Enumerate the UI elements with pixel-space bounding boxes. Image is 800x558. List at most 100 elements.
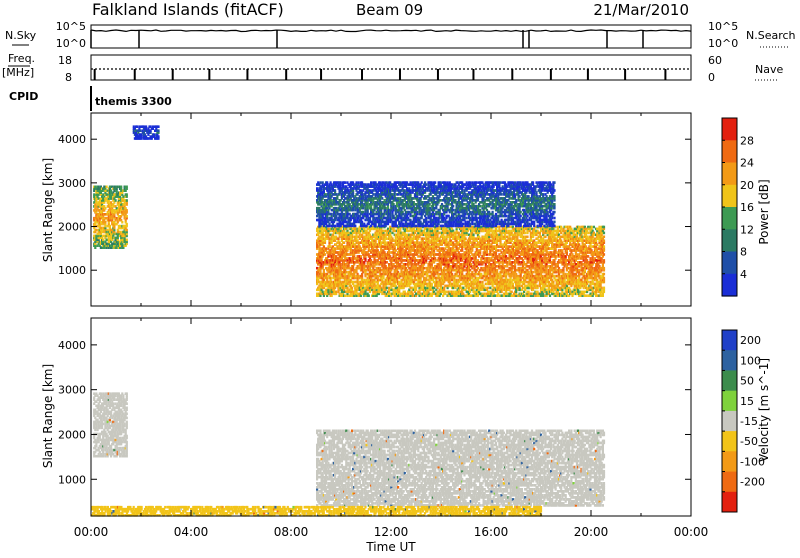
freq-trace bbox=[91, 69, 691, 80]
nave-tick-top: 60 bbox=[708, 54, 722, 67]
power-echo-cell bbox=[386, 261, 388, 264]
freq-panel bbox=[91, 55, 691, 80]
plot-title-site: Falkland Islands (fitACF) bbox=[92, 0, 284, 19]
freq-label: Freq. bbox=[8, 52, 35, 65]
power-echo-cell bbox=[469, 269, 471, 272]
power-echo-cell bbox=[495, 261, 497, 264]
power-echo-cell bbox=[386, 287, 388, 290]
power-echo-cell bbox=[346, 287, 348, 290]
power-echo-cell bbox=[471, 271, 473, 274]
power-echo-cell bbox=[498, 294, 500, 297]
power-echo-cell bbox=[157, 129, 159, 132]
power-echo-cell bbox=[483, 285, 485, 288]
power-echo-cell bbox=[348, 232, 350, 235]
power-echo-cell bbox=[412, 293, 414, 296]
power-echo-cell bbox=[382, 230, 384, 233]
power-echo-cell bbox=[526, 236, 528, 239]
power-echo-cell bbox=[390, 273, 392, 276]
power-echo-cell bbox=[341, 271, 343, 274]
cpid-label: CPID bbox=[9, 90, 38, 103]
power-echo-cell bbox=[115, 199, 117, 202]
power-echo-cell bbox=[323, 245, 325, 248]
power-echo-cell bbox=[472, 234, 474, 237]
power-echo-cell bbox=[414, 230, 416, 233]
power-echo-cell bbox=[126, 199, 128, 202]
power-echo-cell bbox=[368, 294, 370, 297]
power-echo-cell bbox=[456, 279, 458, 282]
power-echo-cell bbox=[157, 125, 159, 128]
power-echo-cell bbox=[499, 261, 501, 264]
power-echo-cell bbox=[496, 255, 498, 258]
power-echo-cell bbox=[340, 263, 342, 266]
plot-title-date: 21/Mar/2010 bbox=[593, 1, 689, 19]
power-echo-cell bbox=[477, 267, 479, 270]
freq-unit: [MHz] bbox=[2, 66, 34, 79]
freq-tick-bottom: 8 bbox=[65, 71, 72, 84]
power-echo-cell bbox=[345, 271, 347, 274]
power-echo-cell bbox=[388, 287, 390, 290]
power-echo-cell bbox=[415, 263, 417, 266]
power-echo-cell bbox=[136, 125, 138, 128]
power-echo-cell bbox=[93, 193, 95, 196]
power-echo-cell bbox=[415, 279, 417, 282]
nsearch-label: N.Search bbox=[746, 29, 796, 42]
power-echo-cell bbox=[469, 289, 471, 292]
power-echo-cell bbox=[470, 263, 472, 266]
nsearch-tick-bottom: 10^0 bbox=[708, 37, 738, 50]
power-echo-cells bbox=[93, 125, 605, 297]
power-echo-cell bbox=[489, 287, 491, 290]
power-echo-cell bbox=[120, 186, 122, 189]
power-echo-cell bbox=[487, 287, 489, 290]
power-echo-cell bbox=[121, 221, 123, 224]
power-echo-cell bbox=[407, 259, 409, 262]
power-echo-cell bbox=[480, 273, 482, 276]
power-echo-cell bbox=[496, 269, 498, 272]
power-echo-cell bbox=[145, 125, 147, 128]
power-echo-cell bbox=[377, 275, 379, 278]
power-echo-cell bbox=[102, 239, 104, 242]
power-echo-cell bbox=[434, 257, 436, 260]
power-echo-cell bbox=[375, 259, 377, 262]
power-echo-cell bbox=[126, 239, 128, 242]
power-echo-cell bbox=[445, 291, 447, 294]
nsky-trace bbox=[91, 30, 691, 48]
power-echo-cell bbox=[343, 241, 345, 244]
power-echo-cell bbox=[498, 226, 500, 229]
power-echo-cell bbox=[351, 287, 353, 290]
nsky-label: N.Sky bbox=[5, 29, 37, 42]
power-echo-cell bbox=[506, 261, 508, 264]
power-echo-cell bbox=[126, 209, 128, 212]
power-echo-cell bbox=[508, 245, 510, 248]
power-echo-cell bbox=[147, 137, 149, 140]
power-echo-cell bbox=[451, 283, 453, 286]
power-echo-cell bbox=[126, 223, 128, 226]
power-echo-cell bbox=[406, 269, 408, 272]
power-echo-cell bbox=[334, 247, 336, 250]
nsearch-tick-top: 10^5 bbox=[708, 20, 738, 33]
power-echo-cell bbox=[423, 237, 425, 240]
power-echo-cell bbox=[427, 257, 429, 260]
power-echo-cell bbox=[126, 186, 128, 189]
nsky-tick-bottom: 10^0 bbox=[56, 37, 86, 50]
power-echo-cell bbox=[126, 229, 128, 232]
power-echo-cell bbox=[344, 294, 346, 297]
power-echo-cell bbox=[524, 232, 526, 235]
power-echo-cell bbox=[152, 125, 154, 128]
power-echo-cell bbox=[104, 207, 106, 210]
power-echo-cell bbox=[331, 277, 333, 280]
power-echo-cell bbox=[109, 225, 111, 228]
power-echo-cell bbox=[511, 291, 513, 294]
power-echo-cell bbox=[479, 281, 481, 284]
nave-label: Nave bbox=[755, 63, 783, 76]
power-echo-cell bbox=[126, 193, 128, 196]
power-echo-cell bbox=[360, 247, 362, 250]
power-echo-cell bbox=[323, 269, 325, 272]
power-echo-cell bbox=[462, 293, 464, 296]
power-echo-cell bbox=[399, 293, 401, 296]
power-echo-cell bbox=[104, 221, 106, 224]
power-echo-cell bbox=[443, 236, 445, 239]
power-echo-cell bbox=[138, 125, 140, 128]
power-echo-cell bbox=[325, 247, 327, 250]
